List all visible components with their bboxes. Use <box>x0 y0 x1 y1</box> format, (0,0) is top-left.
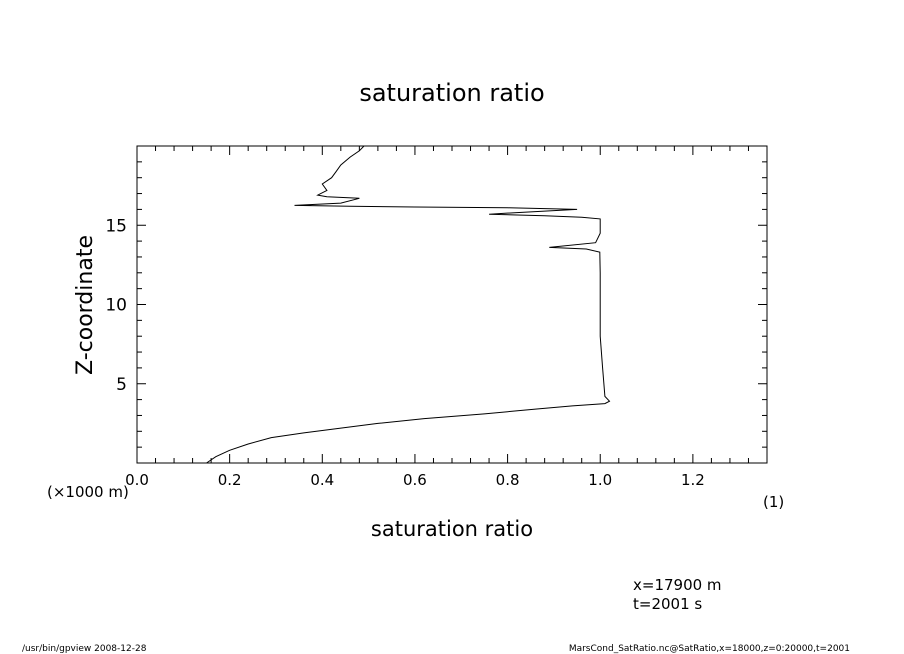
y-axis-ticks <box>137 161 767 448</box>
x-tick-label: 1.2 <box>681 471 705 489</box>
x-axis-label: saturation ratio <box>371 517 533 541</box>
x-tick-label: 0.4 <box>310 471 334 489</box>
x-tick-label: 0.8 <box>496 471 520 489</box>
y-unit-note: (×1000 m) <box>47 483 129 501</box>
footer-right: MarsCond_SatRatio.nc@SatRatio,x=18000,z=… <box>569 644 850 654</box>
series-line-saturation-ratio <box>206 145 611 464</box>
x-tick-label: 0.6 <box>403 471 427 489</box>
x-unit-note: (1) <box>763 493 784 511</box>
y-tick-label: 5 <box>116 375 127 395</box>
x-tick-label: 1.0 <box>588 471 612 489</box>
y-axis-tick-labels: 5 10 15 <box>105 216 127 395</box>
footer-left: /usr/bin/gpview 2008-12-28 <box>22 644 147 654</box>
x-axis-tick-labels: 0.0 0.2 0.4 0.6 0.8 1.0 1.2 <box>125 471 705 489</box>
slice-t-annotation: t=2001 s <box>633 595 702 613</box>
y-tick-label: 10 <box>105 296 127 316</box>
x-tick-label: 0.0 <box>125 471 149 489</box>
plot-frame <box>136 145 768 464</box>
slice-x-annotation: x=17900 m <box>633 576 722 594</box>
chart-title: saturation ratio <box>359 79 544 107</box>
x-axis-ticks <box>136 146 768 463</box>
x-tick-label: 0.2 <box>218 471 242 489</box>
y-axis-label: Z-coordinate <box>73 235 98 375</box>
y-tick-label: 15 <box>105 216 127 236</box>
